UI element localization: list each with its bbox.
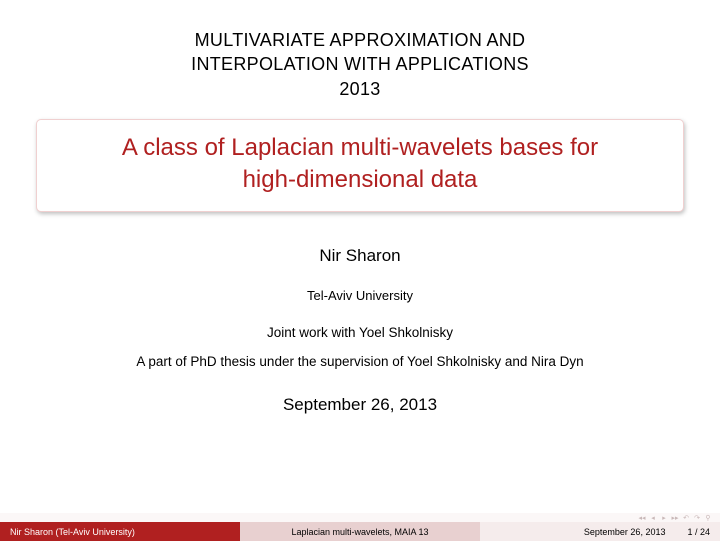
slide-content: MULTIVARIATE APPROXIMATION AND INTERPOLA… <box>0 0 720 541</box>
title-line2: high-dimensional data <box>57 164 663 196</box>
conference-line2: INTERPOLATION WITH APPLICATIONS <box>191 52 529 76</box>
footer-bar: Nir Sharon (Tel-Aviv University) Laplaci… <box>0 522 720 541</box>
conference-year: 2013 <box>191 77 529 101</box>
footer-page-number: 1 / 24 <box>687 527 710 537</box>
footer-author: Nir Sharon (Tel-Aviv University) <box>0 522 240 541</box>
author-name: Nir Sharon <box>319 246 400 266</box>
nav-prev-icon[interactable]: ◂ <box>649 515 657 521</box>
joint-work: Joint work with Yoel Shkolnisky <box>267 325 453 340</box>
nav-back-icon[interactable]: ↶ <box>682 515 690 521</box>
supervision-note: A part of PhD thesis under the supervisi… <box>136 354 583 369</box>
title-block: A class of Laplacian multi-wavelets base… <box>36 119 684 212</box>
title-text: A class of Laplacian multi-wavelets base… <box>57 132 663 197</box>
nav-strip: ◂◂ ◂ ▸ ▸▸ ↶ ↷ ⚲ <box>0 513 720 522</box>
nav-next-icon[interactable]: ▸ <box>660 515 668 521</box>
nav-first-icon[interactable]: ◂◂ <box>638 515 646 521</box>
presentation-date: September 26, 2013 <box>283 395 437 415</box>
nav-forward-icon[interactable]: ↷ <box>693 515 701 521</box>
footer-short-title: Laplacian multi-wavelets, MAIA 13 <box>240 522 480 541</box>
affiliation: Tel-Aviv University <box>307 288 413 303</box>
nav-last-icon[interactable]: ▸▸ <box>671 515 679 521</box>
title-line1: A class of Laplacian multi-wavelets base… <box>57 132 663 164</box>
footer-date: September 26, 2013 <box>584 527 666 537</box>
conference-line1: MULTIVARIATE APPROXIMATION AND <box>191 28 529 52</box>
footer-right: September 26, 2013 1 / 24 <box>480 522 720 541</box>
nav-search-icon[interactable]: ⚲ <box>704 515 712 521</box>
conference-header: MULTIVARIATE APPROXIMATION AND INTERPOLA… <box>191 28 529 101</box>
